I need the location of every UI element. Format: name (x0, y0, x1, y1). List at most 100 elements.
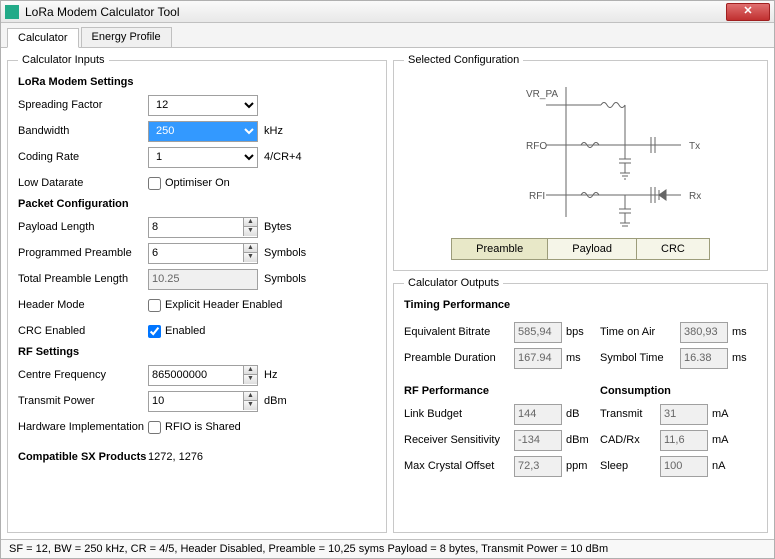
rs-value (514, 430, 562, 451)
bw-label: Bandwidth (18, 125, 148, 137)
st-unit: ms (732, 352, 756, 364)
crc-label: CRC Enabled (18, 325, 148, 337)
crc-text: Enabled (165, 325, 205, 337)
calculator-outputs-group: Calculator Outputs Timing Performance Eq… (393, 277, 768, 533)
tab-energy-profile[interactable]: Energy Profile (81, 27, 172, 47)
app-icon (5, 5, 19, 19)
cf-up[interactable]: ▲ (243, 366, 257, 375)
main-window: LoRa Modem Calculator Tool ✕ Calculator … (0, 0, 775, 559)
cf-input[interactable] (148, 365, 258, 386)
sf-select[interactable]: 12 (148, 95, 258, 116)
toa-label: Time on Air (600, 326, 680, 338)
pl-unit: Bytes (264, 221, 292, 233)
pp-down[interactable]: ▼ (243, 253, 257, 262)
svg-text:Tx: Tx (689, 141, 700, 152)
pp-unit: Symbols (264, 247, 306, 259)
cons-title: Consumption (600, 385, 757, 397)
rf-settings-title: RF Settings (18, 346, 376, 358)
ldr-checkbox[interactable] (148, 177, 161, 190)
toa-unit: ms (732, 326, 756, 338)
tx-label: Transmit (600, 408, 660, 420)
mco-unit: ppm (566, 460, 590, 472)
hm-label: Header Mode (18, 299, 148, 311)
svg-text:Rx: Rx (689, 191, 701, 202)
hm-text: Explicit Header Enabled (165, 299, 282, 311)
cr-label: Coding Rate (18, 151, 148, 163)
tp-down[interactable]: ▼ (243, 401, 257, 410)
toa-value (680, 322, 728, 343)
outputs-legend: Calculator Outputs (404, 277, 503, 289)
cad-label: CAD/Rx (600, 434, 660, 446)
sl-unit: nA (712, 460, 736, 472)
bw-select[interactable]: 250 (148, 121, 258, 142)
rs-unit: dBm (566, 434, 590, 446)
tp-label: Transmit Power (18, 395, 148, 407)
packet-config-title: Packet Configuration (18, 198, 376, 210)
timing-title: Timing Performance (404, 299, 757, 311)
mco-label: Max Crystal Offset (404, 460, 514, 472)
cf-unit: Hz (264, 369, 277, 381)
pp-input[interactable] (148, 243, 258, 264)
eb-label: Equivalent Bitrate (404, 326, 514, 338)
schematic-diagram: VR_PA RFO RFI Tx Rx (404, 72, 757, 232)
selected-config-group: Selected Configuration (393, 54, 768, 271)
cad-value (660, 430, 708, 451)
lb-value (514, 404, 562, 425)
config-legend: Selected Configuration (404, 54, 523, 66)
pl-down[interactable]: ▼ (243, 227, 257, 236)
preamble-button[interactable]: Preamble (451, 238, 548, 260)
cr-unit: 4/CR+4 (264, 151, 302, 163)
payload-button[interactable]: Payload (548, 238, 637, 260)
calculator-inputs-group: Calculator Inputs LoRa Modem Settings Sp… (7, 54, 387, 533)
window-title: LoRa Modem Calculator Tool (25, 5, 726, 19)
st-value (680, 348, 728, 369)
config-buttons: Preamble Payload CRC (404, 238, 757, 260)
svg-text:RFI: RFI (529, 191, 545, 202)
eb-unit: bps (566, 326, 590, 338)
compat-value: 1272, 1276 (148, 451, 203, 463)
mco-value (514, 456, 562, 477)
svg-text:VR_PA: VR_PA (526, 89, 558, 100)
close-button[interactable]: ✕ (726, 3, 770, 21)
cr-select[interactable]: 1 (148, 147, 258, 168)
sl-value (660, 456, 708, 477)
crc-button[interactable]: CRC (637, 238, 710, 260)
pd-label: Preamble Duration (404, 352, 514, 364)
pl-input[interactable] (148, 217, 258, 238)
lb-label: Link Budget (404, 408, 514, 420)
tpl-output (148, 269, 258, 290)
hw-text: RFIO is Shared (165, 421, 241, 433)
cf-down[interactable]: ▼ (243, 375, 257, 384)
crc-checkbox[interactable] (148, 325, 161, 338)
tpl-unit: Symbols (264, 273, 306, 285)
pl-up[interactable]: ▲ (243, 218, 257, 227)
tpl-label: Total Preamble Length (18, 273, 148, 285)
eb-value (514, 322, 562, 343)
tx-unit: mA (712, 408, 736, 420)
tp-up[interactable]: ▲ (243, 392, 257, 401)
ldr-label: Low Datarate (18, 177, 148, 189)
cad-unit: mA (712, 434, 736, 446)
hw-checkbox[interactable] (148, 421, 161, 434)
status-bar: SF = 12, BW = 250 kHz, CR = 4/5, Header … (1, 539, 774, 558)
svg-text:RFO: RFO (526, 141, 547, 152)
rfperf-title: RF Performance (404, 385, 590, 397)
pp-label: Programmed Preamble (18, 247, 148, 259)
sf-label: Spreading Factor (18, 99, 148, 111)
compat-label: Compatible SX Products (18, 451, 148, 463)
tp-input[interactable] (148, 391, 258, 412)
titlebar: LoRa Modem Calculator Tool ✕ (1, 1, 774, 23)
tab-calculator[interactable]: Calculator (7, 28, 79, 48)
inputs-legend: Calculator Inputs (18, 54, 109, 66)
tx-value (660, 404, 708, 425)
content-area: Calculator Inputs LoRa Modem Settings Sp… (1, 48, 774, 539)
hm-checkbox[interactable] (148, 299, 161, 312)
schematic-svg: VR_PA RFO RFI Tx Rx (451, 77, 711, 227)
pd-value (514, 348, 562, 369)
pp-up[interactable]: ▲ (243, 244, 257, 253)
hw-label: Hardware Implementation (18, 421, 148, 433)
bw-unit: kHz (264, 125, 283, 137)
sl-label: Sleep (600, 460, 660, 472)
pl-label: Payload Length (18, 221, 148, 233)
rs-label: Receiver Sensitivity (404, 434, 514, 446)
